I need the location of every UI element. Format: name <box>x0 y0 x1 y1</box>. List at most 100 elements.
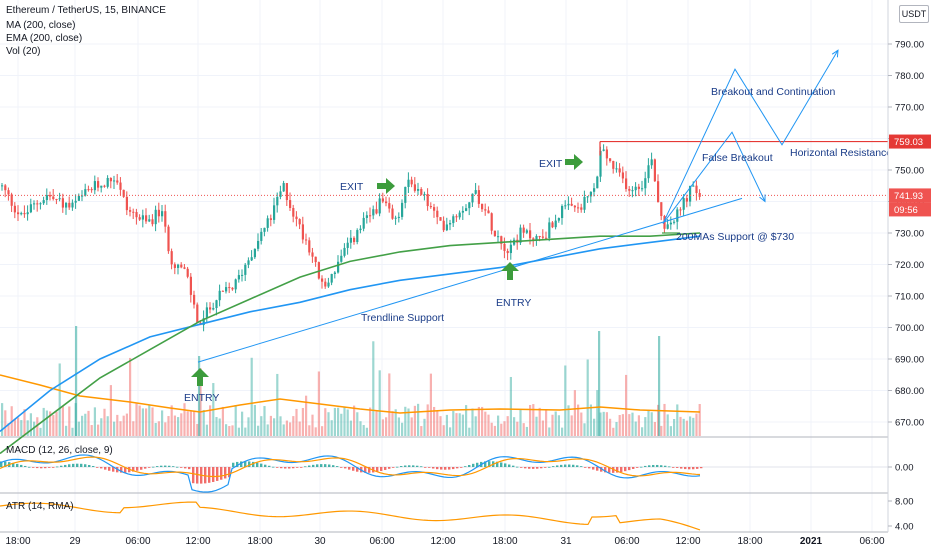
candle-body <box>1 185 4 187</box>
macd-histogram-bar <box>656 464 659 467</box>
candle-body <box>298 219 301 225</box>
volume-bar <box>506 416 509 436</box>
volume-legend[interactable]: Vol (20) <box>6 46 41 57</box>
candle-body <box>564 205 567 207</box>
macd-histogram-bar <box>196 467 199 484</box>
volume-bar <box>417 403 420 436</box>
volume-bar <box>273 418 276 436</box>
time-tick-label: 18:00 <box>5 536 30 547</box>
macd-histogram-bar <box>76 463 79 467</box>
macd-legend[interactable]: MACD (12, 26, close, 9) <box>6 445 113 456</box>
symbol-title[interactable]: Ethereum / TetherUS, 15, BINANCE <box>6 5 166 16</box>
volume-bar <box>509 376 512 436</box>
candle-body <box>487 210 490 214</box>
candle-body <box>148 219 151 222</box>
volume-bar <box>455 413 458 436</box>
volume-bar <box>109 385 112 436</box>
candle-body <box>596 176 599 189</box>
candle-body <box>109 177 112 182</box>
volume-bar <box>689 416 692 436</box>
volume-bar <box>644 417 647 436</box>
atr-legend[interactable]: ATR (14, RMA) <box>6 501 74 512</box>
volume-bar <box>266 424 269 436</box>
volume-bar <box>372 341 375 436</box>
volume-bar <box>221 406 224 436</box>
volume-bar <box>250 357 253 436</box>
candle-body <box>369 215 372 217</box>
volume-bar <box>263 406 266 436</box>
macd-histogram-bar <box>40 467 43 469</box>
candle-body <box>429 206 432 208</box>
candle-body <box>122 189 125 197</box>
currency-button[interactable]: USDT <box>899 5 929 23</box>
candle-body <box>673 221 676 223</box>
volume-bar <box>295 408 298 436</box>
volume-bar <box>628 414 631 436</box>
macd-histogram-bar <box>416 465 419 467</box>
macd-histogram-bar <box>236 461 239 467</box>
candle-body <box>519 227 522 243</box>
macd-histogram-bar <box>568 464 571 467</box>
atr-pane <box>0 501 701 531</box>
candle-body <box>173 264 176 268</box>
candle-body <box>346 242 349 248</box>
volume-bar <box>45 410 48 436</box>
volume-bar <box>522 423 525 436</box>
candle-body <box>282 183 285 192</box>
macd-histogram-bar <box>296 467 299 468</box>
macd-histogram-bar <box>604 467 607 473</box>
candle-body <box>602 149 605 151</box>
candle-body <box>557 218 560 221</box>
volume-bar <box>298 421 301 436</box>
candle-body <box>477 190 480 204</box>
candle-body <box>71 202 74 208</box>
macd-histogram-bar <box>532 467 535 469</box>
countdown-badge: 09:56 <box>894 205 918 216</box>
candle-body <box>177 264 180 268</box>
volume-bar <box>138 405 141 436</box>
candle-body <box>145 215 148 222</box>
volume-bar <box>637 415 640 436</box>
candle-body <box>500 236 503 244</box>
candle-body <box>4 185 7 191</box>
macd-histogram-bar <box>504 463 507 467</box>
candle-body <box>497 236 500 238</box>
volume-bar <box>365 427 368 436</box>
macd-histogram-bar <box>652 464 655 467</box>
candle-body <box>577 207 580 209</box>
candle-body <box>388 203 391 209</box>
time-axis[interactable]: 18:00 29 06:00 12:00 18:00 30 06:00 12:00 18:00 3… <box>5 536 884 547</box>
macd-histogram-bar <box>324 464 327 467</box>
candle-body <box>471 193 474 203</box>
chart-drawings[interactable]: EXIT EXIT ENTRY ENTRY Trendline Support 200MA… <box>0 49 932 404</box>
macd-histogram-bar <box>564 464 567 467</box>
time-tick-label: 12:00 <box>430 536 455 547</box>
candle-body <box>234 279 237 290</box>
candle-body <box>58 198 61 200</box>
volume-bar <box>682 418 685 436</box>
candle-body <box>442 220 445 231</box>
macd-histogram-bar <box>216 467 219 481</box>
macd-histogram-bar <box>676 467 679 468</box>
volume-bar <box>596 390 599 436</box>
volume-bar <box>612 427 615 436</box>
candle-body <box>449 223 452 225</box>
price-axis[interactable]: 670.00 680.00 690.00 700.00 710.00 720.00 730.… <box>887 0 932 550</box>
volume-spike <box>658 336 661 436</box>
volume-bar <box>369 407 372 436</box>
macd-histogram-bar <box>528 467 531 469</box>
candle-body <box>481 203 484 210</box>
candle-body <box>263 227 266 232</box>
macd-histogram-bar <box>512 465 515 467</box>
ema-legend[interactable]: EMA (200, close) <box>6 33 83 44</box>
volume-bar <box>433 406 436 436</box>
candle-body <box>49 195 52 197</box>
ma-legend[interactable]: MA (200, close) <box>6 20 76 31</box>
volume-bar <box>106 416 109 436</box>
macd-histogram-bar <box>212 467 215 482</box>
volume-bar <box>602 411 605 436</box>
volume-bar <box>93 407 96 436</box>
macd-histogram-bar <box>44 467 47 469</box>
macd-histogram-bar <box>144 467 147 469</box>
